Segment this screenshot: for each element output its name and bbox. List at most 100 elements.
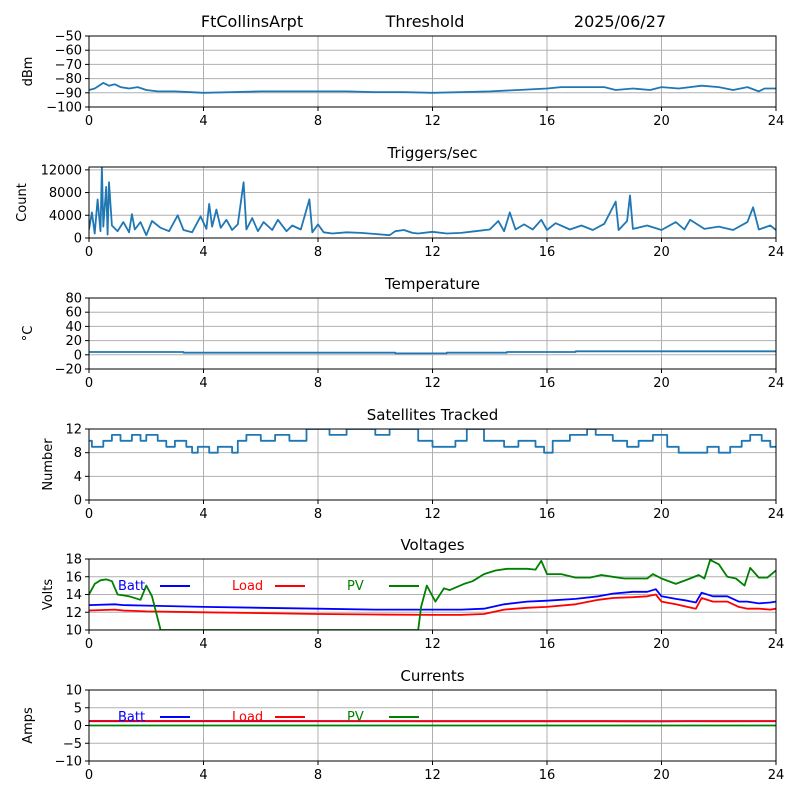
y-tick-label: 20 (65, 334, 82, 349)
x-tick-label: 0 (85, 376, 93, 391)
panel-title: Satellites Tracked (367, 406, 498, 424)
y-tick-label: 12 (65, 423, 82, 438)
x-tick-label: 24 (768, 245, 785, 260)
y-tick-label: −70 (55, 58, 82, 73)
x-tick-label: 0 (85, 114, 93, 129)
series-group (89, 167, 776, 237)
x-tick-label: 8 (314, 245, 322, 260)
header-station: FtCollinsArpt (201, 12, 303, 31)
x-tick-label: 12 (424, 768, 441, 783)
x-tick-label: 12 (424, 245, 441, 260)
panel-title: Currents (400, 667, 464, 685)
y-axis-label: Count (15, 183, 30, 222)
x-tick-label: 20 (653, 114, 670, 129)
x-tick-label: 20 (653, 507, 670, 522)
legend-label-load: Load (232, 579, 263, 594)
y-axis-label: °C (21, 326, 36, 342)
y-tick-label: 18 (65, 553, 82, 568)
panel-5: 0 4 8 12 16 20 24 10 12 14 16 18 Voltages Volts Batt Lo… (41, 536, 784, 652)
series-group (89, 82, 776, 94)
legend-label-batt: Batt (118, 710, 145, 725)
series-line-load (89, 720, 776, 723)
y-axis-label: Amps (21, 707, 36, 744)
x-tick-label: 12 (424, 114, 441, 129)
header-date: 2025/06/27 (574, 12, 666, 31)
x-tick-label: 16 (539, 114, 556, 129)
x-tick-label: 0 (85, 637, 93, 652)
y-tick-label: 0 (74, 494, 82, 509)
y-tick-label: 8000 (49, 186, 82, 201)
y-tick-label: 40 (65, 320, 82, 335)
y-tick-label: −90 (55, 86, 82, 101)
y-tick-label: 80 (65, 292, 82, 307)
x-tick-label: 12 (424, 507, 441, 522)
x-tick-label: 20 (653, 637, 670, 652)
series-group (89, 350, 776, 355)
y-tick-label: 12 (65, 606, 82, 621)
series-group (89, 559, 776, 630)
panel-title: Triggers/sec (387, 144, 478, 162)
y-tick-label: 8 (74, 446, 82, 461)
legend-label-pv: PV (347, 579, 364, 594)
y-tick-label: 0 (74, 719, 82, 734)
panel-2: 0 4 8 12 16 20 24 0 4000 8000 12000 Triggers/sec Cou… (15, 144, 784, 260)
y-tick-label: 12000 (41, 163, 82, 178)
x-tick-label: 24 (768, 507, 785, 522)
x-tick-label: 20 (653, 768, 670, 783)
x-tick-label: 8 (314, 768, 322, 783)
x-tick-label: 4 (199, 768, 207, 783)
y-tick-label: −100 (46, 101, 82, 116)
y-tick-label: 0 (74, 348, 82, 363)
x-tick-label: 8 (314, 507, 322, 522)
series-line-batt (89, 588, 776, 611)
y-tick-label: −50 (55, 30, 82, 45)
y-axis-label: dBm (21, 57, 36, 87)
x-tick-label: 16 (539, 376, 556, 391)
x-tick-label: 0 (85, 507, 93, 522)
panel-title: Voltages (400, 536, 464, 554)
panel-title: Temperature (384, 275, 480, 293)
x-tick-label: 4 (199, 376, 207, 391)
y-tick-label: −80 (55, 72, 82, 87)
x-tick-label: 24 (768, 768, 785, 783)
series-line-load (89, 593, 776, 616)
x-tick-label: 4 (199, 637, 207, 652)
series-line-pv (89, 559, 776, 630)
y-tick-label: 16 (65, 570, 82, 585)
series-line-1 (89, 167, 776, 237)
x-tick-label: 16 (539, 637, 556, 652)
y-axis-label: Volts (41, 579, 56, 611)
panel-4: 0 4 8 12 16 20 24 0 4 8 12 Satellites Tracked Number (41, 406, 784, 522)
x-tick-label: 24 (768, 376, 785, 391)
x-tick-label: 16 (539, 507, 556, 522)
header-mode: Threshold (385, 12, 465, 31)
series-line-1 (89, 350, 776, 355)
x-tick-label: 8 (314, 376, 322, 391)
y-tick-label: −20 (55, 363, 82, 378)
x-tick-label: 4 (199, 114, 207, 129)
legend-label-load: Load (232, 710, 263, 725)
y-tick-label: −5 (63, 737, 82, 752)
x-tick-label: 20 (653, 245, 670, 260)
series-group (89, 720, 776, 727)
y-tick-label: −60 (55, 44, 82, 59)
y-tick-label: −10 (55, 755, 82, 770)
x-tick-label: 20 (653, 376, 670, 391)
x-tick-label: 24 (768, 637, 785, 652)
x-tick-label: 16 (539, 245, 556, 260)
x-tick-label: 8 (314, 637, 322, 652)
series-group (89, 429, 776, 454)
x-tick-label: 16 (539, 768, 556, 783)
y-tick-label: 60 (65, 306, 82, 321)
x-tick-label: 4 (199, 507, 207, 522)
y-tick-label: 4 (74, 470, 82, 485)
panel-1: 0 4 8 12 16 20 24 −100−90−80−70−60−50 dBm (21, 30, 784, 130)
y-tick-label: 10 (65, 684, 82, 699)
x-tick-label: 24 (768, 114, 785, 129)
y-axis-label: Number (41, 438, 56, 491)
x-tick-label: 12 (424, 637, 441, 652)
